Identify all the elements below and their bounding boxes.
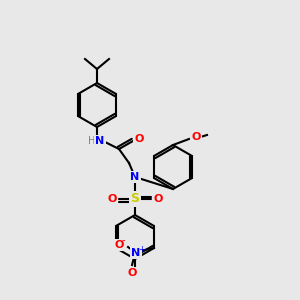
Text: S: S bbox=[130, 193, 140, 206]
Text: O: O bbox=[128, 268, 137, 278]
Text: N: N bbox=[95, 136, 105, 146]
Text: O: O bbox=[153, 194, 163, 204]
Text: -: - bbox=[121, 235, 125, 245]
Text: H: H bbox=[88, 136, 96, 146]
Text: O: O bbox=[134, 134, 144, 144]
Text: O: O bbox=[107, 194, 117, 204]
Text: N: N bbox=[131, 248, 141, 258]
Text: N: N bbox=[130, 172, 140, 182]
Text: +: + bbox=[139, 244, 145, 253]
Text: O: O bbox=[114, 240, 124, 250]
Text: O: O bbox=[191, 132, 201, 142]
